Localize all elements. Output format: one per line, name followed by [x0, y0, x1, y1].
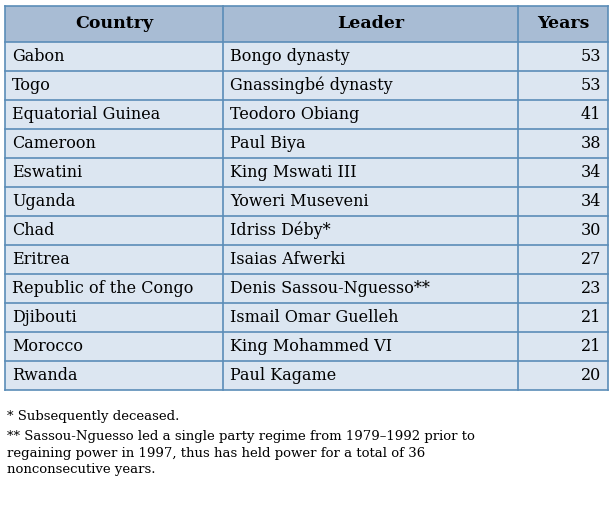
Text: 53: 53 [581, 48, 601, 65]
Bar [223, 245, 518, 274]
Text: 20: 20 [581, 367, 601, 384]
Text: 53: 53 [581, 77, 601, 94]
Text: nonconsecutive years.: nonconsecutive years. [7, 463, 155, 476]
Text: 21: 21 [581, 309, 601, 326]
Bar [518, 129, 608, 158]
Text: Country: Country [75, 15, 153, 33]
Bar [223, 129, 518, 158]
Text: Cameroon: Cameroon [12, 135, 96, 152]
Text: Years: Years [537, 15, 589, 33]
Text: Republic of the Congo: Republic of the Congo [12, 280, 193, 297]
Text: Bongo dynasty: Bongo dynasty [230, 48, 349, 65]
Bar [5, 274, 223, 303]
Bar [518, 216, 608, 245]
Bar [518, 6, 608, 42]
Bar [223, 158, 518, 187]
Text: Leader: Leader [337, 15, 404, 33]
Text: 27: 27 [581, 251, 601, 268]
Bar [223, 216, 518, 245]
Bar [518, 100, 608, 129]
Text: Isaias Afwerki: Isaias Afwerki [230, 251, 345, 268]
Text: King Mswati III: King Mswati III [230, 164, 357, 181]
Bar [5, 71, 223, 100]
Text: 21: 21 [581, 338, 601, 355]
Text: ** Sassou-Nguesso led a single party regime from 1979–1992 prior to: ** Sassou-Nguesso led a single party reg… [7, 430, 475, 443]
Text: Morocco: Morocco [12, 338, 83, 355]
Bar [223, 303, 518, 332]
Text: Idriss Déby*: Idriss Déby* [230, 222, 330, 239]
Bar [5, 6, 223, 42]
Bar [223, 361, 518, 390]
Bar [223, 332, 518, 361]
Text: Gabon: Gabon [12, 48, 64, 65]
Text: Eritrea: Eritrea [12, 251, 70, 268]
Bar [518, 187, 608, 216]
Bar [518, 274, 608, 303]
Text: Togo: Togo [12, 77, 51, 94]
Bar [518, 361, 608, 390]
Text: Yoweri Museveni: Yoweri Museveni [230, 193, 368, 210]
Text: 34: 34 [581, 193, 601, 210]
Bar [518, 158, 608, 187]
Text: Ismail Omar Guelleh: Ismail Omar Guelleh [230, 309, 398, 326]
Text: Paul Kagame: Paul Kagame [230, 367, 336, 384]
Bar [5, 332, 223, 361]
Text: 30: 30 [581, 222, 601, 239]
Text: Denis Sassou-Nguesso**: Denis Sassou-Nguesso** [230, 280, 430, 297]
Bar [5, 187, 223, 216]
Bar [5, 129, 223, 158]
Text: Djibouti: Djibouti [12, 309, 76, 326]
Bar [223, 187, 518, 216]
Text: 23: 23 [581, 280, 601, 297]
Bar [5, 216, 223, 245]
Text: Chad: Chad [12, 222, 54, 239]
Bar [518, 303, 608, 332]
Bar [5, 245, 223, 274]
Bar [223, 6, 518, 42]
Bar [518, 42, 608, 71]
Bar [5, 303, 223, 332]
Bar [223, 100, 518, 129]
Bar [5, 158, 223, 187]
Text: Uganda: Uganda [12, 193, 75, 210]
Text: King Mohammed VI: King Mohammed VI [230, 338, 392, 355]
Bar [5, 361, 223, 390]
Text: regaining power in 1997, thus has held power for a total of 36: regaining power in 1997, thus has held p… [7, 447, 425, 460]
Bar [223, 274, 518, 303]
Bar [518, 332, 608, 361]
Text: 34: 34 [581, 164, 601, 181]
Text: Eswatini: Eswatini [12, 164, 82, 181]
Bar [5, 100, 223, 129]
Bar [5, 42, 223, 71]
Text: Rwanda: Rwanda [12, 367, 78, 384]
Text: Teodoro Obiang: Teodoro Obiang [230, 106, 359, 123]
Text: 38: 38 [581, 135, 601, 152]
Bar [223, 42, 518, 71]
Bar [518, 71, 608, 100]
Text: Equatorial Guinea: Equatorial Guinea [12, 106, 160, 123]
Text: 41: 41 [581, 106, 601, 123]
Text: Gnassingbé dynasty: Gnassingbé dynasty [230, 77, 393, 95]
Text: * Subsequently deceased.: * Subsequently deceased. [7, 410, 179, 423]
Bar [518, 245, 608, 274]
Text: Paul Biya: Paul Biya [230, 135, 305, 152]
Bar [223, 71, 518, 100]
